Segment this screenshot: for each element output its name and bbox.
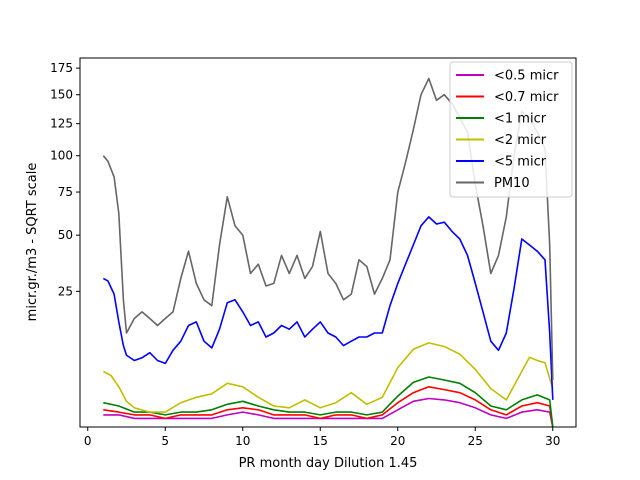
legend-label: <5 micr — [494, 155, 547, 170]
y-tick-label: 125 — [50, 117, 73, 131]
legend: <0.5 micr <0.7 micr <1 micr <2 micr <5 micr P… — [449, 61, 573, 198]
y-axis-label: micr.gr./m3 - SQRT scale — [25, 163, 40, 322]
y-tick-label: 50 — [58, 228, 73, 242]
legend-label: <0.5 micr — [494, 69, 559, 84]
x-axis-label: PR month day Dilution 1.45 — [239, 456, 418, 471]
y-tick-label: 75 — [58, 185, 73, 199]
y-tick-label: 150 — [50, 88, 73, 102]
series-line-4 — [102, 216, 554, 400]
x-tick-label: 30 — [545, 434, 560, 448]
series-line-1 — [103, 386, 554, 427]
x-tick-label: 15 — [313, 434, 328, 448]
x-tick-label: 20 — [390, 434, 405, 448]
series-line-3 — [102, 342, 554, 413]
legend-label: <1 micr — [494, 112, 547, 127]
x-tick-label: 0 — [84, 434, 92, 448]
legend-label: PM10 — [494, 176, 530, 191]
legend-label: <2 micr — [494, 133, 547, 148]
series-layer — [102, 77, 554, 427]
x-tick-label: 25 — [468, 434, 483, 448]
series-line-0 — [103, 397, 554, 427]
series-line-2 — [103, 376, 554, 427]
y-tick-label: 100 — [50, 149, 73, 163]
legend-label: <0.7 micr — [494, 90, 559, 105]
y-tick-label: 175 — [50, 61, 73, 75]
series-line-5 — [102, 77, 554, 381]
x-tick-label: 5 — [161, 434, 169, 448]
axis-ticks: 0 5 10 15 20 25 30 25 50 75 100 125 150 175 — [50, 61, 560, 448]
plot-frame — [79, 57, 577, 428]
y-tick-label: 25 — [58, 284, 73, 298]
x-tick-label: 10 — [235, 434, 250, 448]
